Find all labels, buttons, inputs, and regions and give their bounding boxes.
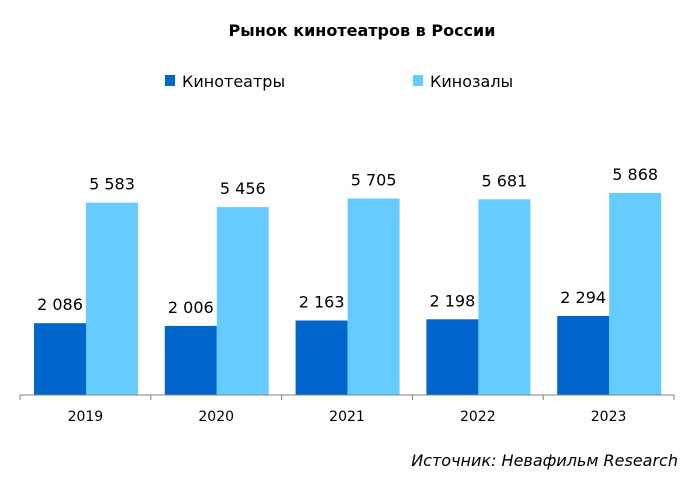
data-label-kinozaly-2019: 5 583 [89,175,135,194]
x-tick-label-2023: 2023 [591,409,627,425]
data-label-kinoteatry-2023: 2 294 [560,288,606,307]
data-label-kinozaly-2020: 5 456 [220,179,266,198]
bar-kinozaly-2020 [216,207,269,395]
legend-label-kinoteatry: Кинотеатры [182,72,285,91]
bar-kinozaly-2023 [609,192,662,395]
data-label-kinozaly-2021: 5 705 [351,171,397,190]
x-tick-label-2020: 2020 [198,409,234,425]
x-tick-label-2019: 2019 [68,409,104,425]
bar-kinozaly-2019 [86,202,138,395]
data-label-kinoteatry-2021: 2 163 [299,293,345,312]
legend: Кинотеатры Кинозалы [165,72,513,91]
x-tick-label-2022: 2022 [460,409,496,425]
data-label-kinoteatry-2022: 2 198 [429,291,475,310]
data-label-kinozaly-2023: 5 868 [612,165,658,184]
legend-label-kinozaly: Кинозалы [430,72,513,91]
data-label-kinozaly-2022: 5 681 [481,171,527,190]
bar-kinoteatry-2022 [426,319,479,395]
data-label-kinoteatry-2019: 2 086 [37,295,83,314]
source-note: Источник: Невафильм Research [411,451,678,470]
bar-kinoteatry-2021 [295,320,348,395]
plot-area: 2 086 5 583 2019 2 006 5 456 2020 2 163 5 705 20… [19,165,675,425]
bar-kinozaly-2021 [347,198,400,395]
bar-kinoteatry-2019 [34,323,86,395]
chart-title: Рынок кинотеатров в России [229,21,496,40]
legend-swatch-kinozaly [413,75,423,86]
bar-kinoteatry-2023 [557,315,610,395]
x-tick-label-2021: 2021 [329,409,365,425]
bar-kinoteatry-2020 [164,325,217,395]
data-label-kinoteatry-2020: 2 006 [168,298,214,317]
bar-kinozaly-2022 [478,199,531,395]
legend-swatch-kinoteatry [165,75,175,86]
